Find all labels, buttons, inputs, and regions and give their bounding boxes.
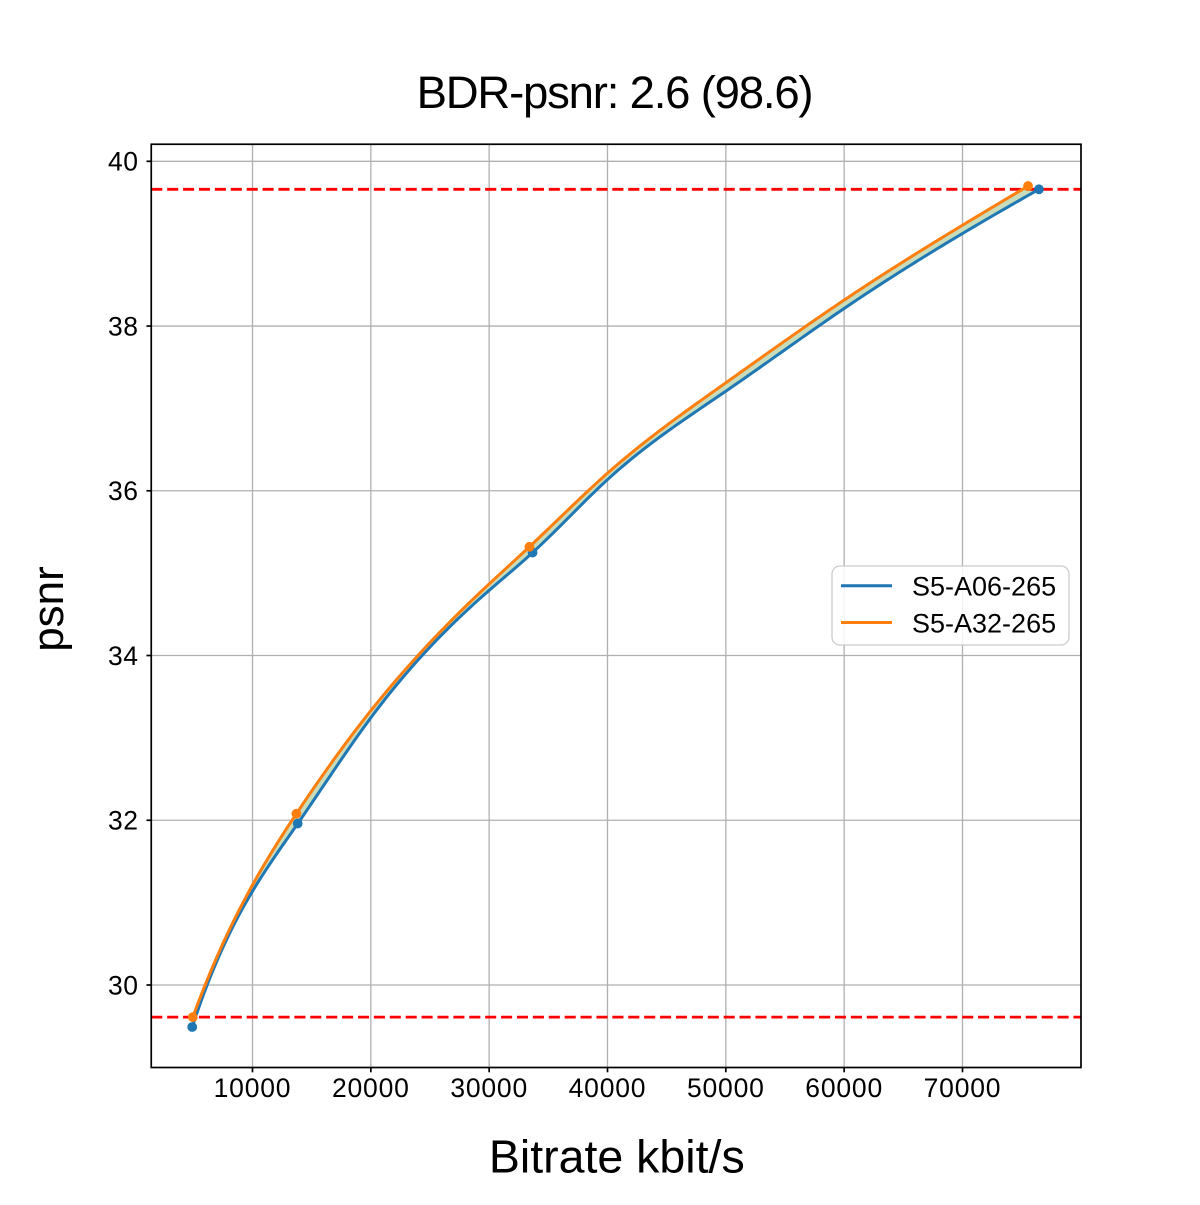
svg-text:20000: 20000	[332, 1073, 410, 1103]
svg-text:psnr: psnr	[24, 566, 73, 652]
svg-text:BDR-psnr: 2.6 (98.6): BDR-psnr: 2.6 (98.6)	[417, 67, 813, 118]
svg-text:36: 36	[108, 476, 138, 506]
svg-text:50000: 50000	[687, 1073, 765, 1103]
svg-text:S5-A06-265: S5-A06-265	[912, 572, 1056, 602]
svg-text:70000: 70000	[924, 1073, 1002, 1103]
svg-text:S5-A32-265: S5-A32-265	[912, 608, 1056, 638]
svg-text:38: 38	[108, 311, 138, 341]
svg-text:40000: 40000	[569, 1073, 647, 1103]
svg-text:32: 32	[108, 806, 138, 836]
svg-text:10000: 10000	[214, 1073, 292, 1103]
svg-text:30000: 30000	[450, 1073, 528, 1103]
svg-text:40: 40	[108, 147, 138, 177]
svg-text:60000: 60000	[805, 1073, 883, 1103]
svg-text:30: 30	[108, 970, 138, 1000]
svg-text:34: 34	[108, 641, 138, 671]
svg-text:Bitrate kbit/s: Bitrate kbit/s	[489, 1131, 745, 1183]
